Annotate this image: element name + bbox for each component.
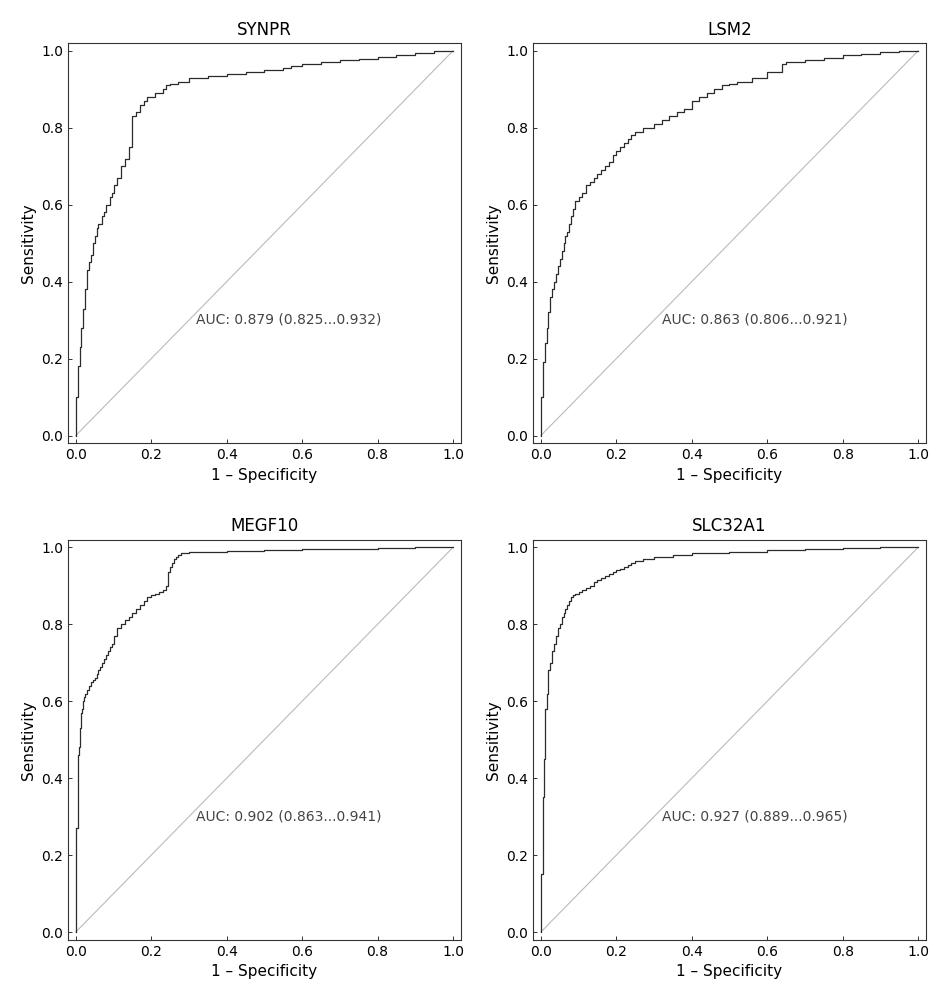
- Title: LSM2: LSM2: [708, 21, 752, 39]
- Text: AUC: 0.902 (0.863...0.941): AUC: 0.902 (0.863...0.941): [197, 810, 382, 824]
- Title: SYNPR: SYNPR: [237, 21, 292, 39]
- X-axis label: 1 – Specificity: 1 – Specificity: [676, 964, 783, 979]
- Text: AUC: 0.863 (0.806...0.921): AUC: 0.863 (0.806...0.921): [662, 313, 847, 327]
- Y-axis label: Sensitivity: Sensitivity: [486, 700, 501, 780]
- X-axis label: 1 – Specificity: 1 – Specificity: [211, 964, 318, 979]
- Title: MEGF10: MEGF10: [230, 517, 299, 535]
- Text: AUC: 0.927 (0.889...0.965): AUC: 0.927 (0.889...0.965): [662, 810, 847, 824]
- Y-axis label: Sensitivity: Sensitivity: [486, 203, 501, 283]
- Y-axis label: Sensitivity: Sensitivity: [21, 203, 36, 283]
- Text: AUC: 0.879 (0.825...0.932): AUC: 0.879 (0.825...0.932): [197, 313, 382, 327]
- X-axis label: 1 – Specificity: 1 – Specificity: [676, 468, 783, 483]
- Title: SLC32A1: SLC32A1: [692, 517, 767, 535]
- Y-axis label: Sensitivity: Sensitivity: [21, 700, 36, 780]
- X-axis label: 1 – Specificity: 1 – Specificity: [211, 468, 318, 483]
